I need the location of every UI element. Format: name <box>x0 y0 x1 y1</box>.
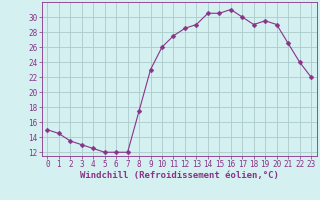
X-axis label: Windchill (Refroidissement éolien,°C): Windchill (Refroidissement éolien,°C) <box>80 171 279 180</box>
